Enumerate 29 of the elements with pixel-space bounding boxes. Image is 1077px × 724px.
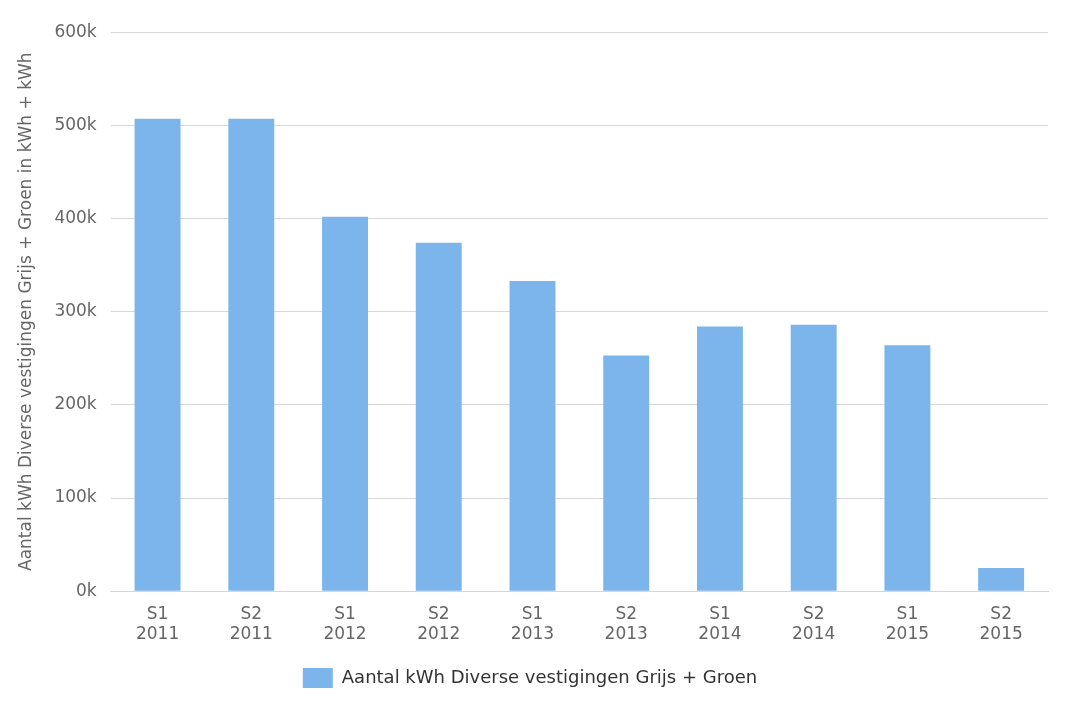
x-tick-label: S2 2014 [792, 602, 836, 644]
x-tick-label: S2 2013 [604, 602, 648, 644]
x-tick-label: S1 2012 [323, 602, 367, 644]
bar [134, 118, 181, 591]
x-tick-label: S2 2015 [979, 602, 1023, 644]
x-tick-label: S2 2011 [229, 602, 273, 644]
y-tick-label: 300k [54, 300, 97, 321]
y-tick-label: 100k [54, 486, 97, 507]
bar [884, 345, 931, 591]
bar [415, 242, 462, 591]
y-tick-label: 0k [76, 579, 97, 600]
y-tick-label: 200k [54, 393, 97, 414]
bar [696, 326, 743, 591]
bar [978, 567, 1025, 591]
y-tick-label: 400k [54, 206, 97, 227]
legend-label: Aantal kWh Diverse vestigingen Grijs + Groen [341, 665, 758, 687]
bar [603, 355, 650, 591]
x-tick-label: S1 2014 [698, 602, 742, 644]
x-tick-label: S2 2012 [417, 602, 461, 644]
y-tick-label: 600k [54, 20, 97, 41]
x-tick-label: S1 2013 [510, 602, 555, 644]
x-tick-label: S1 2011 [135, 602, 180, 644]
y-axis-title: Aantal kWh Diverse vestigingen Grijs + Groen in kWh + kWh [14, 52, 35, 571]
y-tick-label: 500k [54, 113, 97, 134]
bar [228, 118, 275, 591]
bar [322, 216, 368, 591]
bar [790, 324, 837, 591]
bar [509, 280, 556, 591]
x-tick-label: S1 2015 [885, 602, 930, 644]
